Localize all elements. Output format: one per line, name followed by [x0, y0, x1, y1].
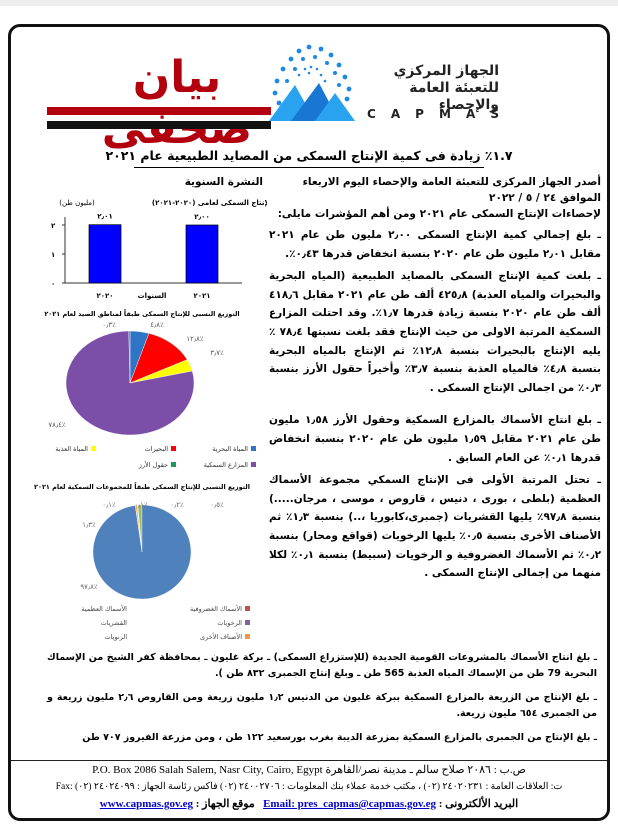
bar-chart-unit: (مليون طن): [59, 199, 95, 207]
legend-label: حقول الأرز: [138, 460, 168, 469]
legend-label: الأسماك الغضروفية: [190, 604, 242, 613]
bar-value-label: ٢٫٠١: [97, 213, 112, 221]
paragraph-shrimp-production: ـ بلغ الإنتاج من الجمبرى بالمزارع السمكي…: [82, 732, 597, 743]
pie-data-label: ٧٨٫٤٪: [48, 421, 66, 429]
capmas-letter: C: [367, 107, 376, 121]
bar-value-label: ٢٫٠٠: [194, 213, 209, 221]
pie-data-label: ١٢٫٨٪: [186, 335, 204, 343]
pie-data-label: ٣٫٧٪: [210, 349, 224, 357]
pie-data-label: ٠٫٣٪: [102, 321, 116, 329]
capmas-letter: A: [465, 107, 476, 121]
capmas-letter: S: [490, 107, 499, 121]
header: بيان صحفى الجهاز المركزي للتعبئة العامة …: [17, 27, 601, 154]
pie-data-label: ٠٫٢٪: [170, 501, 184, 509]
x-tick-label: ٢٠٢١: [193, 292, 210, 300]
y-tick-label: ٠: [51, 280, 55, 288]
intro-line: لإحصاءات الإنتاج السمكى عام ٢٠٢١ ومن أهم…: [277, 208, 601, 220]
pie-data-label: ٠٫١٪: [134, 501, 148, 509]
pie-chart-fish-groups: التوزيع النسبى للإنتاج السمكى طبقاً للمج…: [34, 482, 250, 641]
pie-data-label: ٩٧٫٨٪: [80, 583, 98, 591]
legend-label: القشريات: [101, 619, 128, 627]
y-tick-label: ٢: [51, 222, 56, 230]
legend-label: المزارع السمكية: [204, 461, 249, 469]
paragraph-national-projects: ـ بلغ انتاج الأسماك بالمشروعات القومية ا…: [47, 652, 597, 679]
legend-swatch: [245, 620, 250, 625]
org-name-line2: للتعبئة العامة والإحصاء: [409, 80, 499, 113]
pie-data-label: ٠٫١٪: [102, 501, 116, 509]
legend-label: البحيرات: [145, 445, 169, 453]
legend-label: الأصناف الأخرى: [200, 632, 242, 641]
pie1-title: التوزيع النسبى للإنتاج السمكى طبقاً لمنا…: [44, 309, 239, 318]
legend-label: المياة البحرية: [212, 445, 248, 453]
page-frame: بيان صحفى الجهاز المركزي للتعبئة العامة …: [8, 24, 610, 821]
pie-data-label: ٠٫٥٪: [210, 501, 224, 509]
legend-swatch: [251, 446, 256, 451]
pie-chart-fishing-areas: التوزيع النسبى للإنتاج السمكى طبقاً لمنا…: [44, 309, 256, 469]
black-bar: [47, 121, 271, 129]
footer-divider: [11, 760, 607, 761]
legend-label: الرخويات: [217, 619, 242, 627]
text-column: أصدر الجهاز المركزى للتعبئة العامة والإح…: [269, 174, 601, 583]
paragraph-natural-fisheries: ـ بلغت كمية الإنتاج السمكى بالمصايد الطب…: [269, 270, 601, 394]
paragraph-total-production: ـ بلغ إجمالي كمية الإنتاج السمكى ٢٫٠٠ مل…: [269, 229, 602, 260]
capmas-letter: A: [390, 107, 401, 121]
pie-slice: [92, 504, 192, 600]
org-latin-name: C A P M A S: [367, 107, 499, 121]
org-name: الجهاز المركزي للتعبئة العامة والإحصاء: [361, 63, 499, 114]
capmas-letter: P: [415, 107, 424, 121]
red-bar: [47, 107, 271, 115]
capmas-logo-icon: [269, 44, 355, 121]
x-tick-label: ٢٠٢٠: [96, 292, 113, 300]
legend-swatch: [171, 462, 176, 467]
headline: ١.٧٪ زيادة فى كمية الإنتاج السمكى من الم…: [105, 148, 513, 163]
pie-data-label: ١٫٣٪: [82, 521, 96, 529]
bar-chart: الإنتاج السمكى لعامى (٢٠٢٠-٢٠٢١) (مليون …: [51, 199, 267, 300]
legend-label: الرنويات: [105, 633, 128, 641]
legend-label: الأسماك العظمية: [81, 604, 127, 613]
y-tick-label: ١: [51, 251, 55, 259]
bar-chart-title: الإنتاج السمكى لعامى (٢٠٢٠-٢٠٢١): [152, 199, 267, 207]
headline-underline: [134, 167, 484, 168]
paragraph-fish-farms: ـ بلغ انتاج الأسماك بالمزارع السمكية وحق…: [269, 414, 602, 464]
date-line: أصدر الجهاز المركزى للتعبئة العامة والإح…: [302, 176, 601, 204]
main-columns: النشرة السنوية الإنتاج السمكى لعامى (٢٠٢…: [17, 174, 601, 642]
capmas-letter: M: [439, 107, 451, 121]
legend-swatch: [251, 462, 256, 467]
website-label: موقع الجهاز :: [195, 798, 255, 810]
org-name-line1: الجهاز المركزي: [393, 63, 499, 79]
website-link[interactable]: www.capmas.gov.eg: [99, 798, 193, 810]
legend-swatch: [171, 446, 176, 451]
annual-bulletin-label: النشرة السنوية: [184, 176, 263, 188]
pie-slice: [128, 330, 131, 384]
email-label: البريد الألكترونى :: [438, 798, 519, 810]
top-strip: [0, 0, 618, 6]
footer-address: ص.ب : ٢٠٨٦ صلاح سالم ـ مدينة نصر/القاهرة…: [92, 764, 526, 776]
bar: [88, 224, 122, 284]
charts-column: النشرة السنوية الإنتاج السمكى لعامى (٢٠٢…: [17, 174, 267, 642]
legend-swatch: [245, 606, 250, 611]
footer-phones: ت: العلاقات العامة : ٢٤٠٢٠٢٣١ (٠٢) ، مكت…: [55, 782, 563, 792]
bottom-paragraphs: ـ بلغ انتاج الأسماك بالمشروعات القومية ا…: [17, 650, 601, 746]
bar-chart-xlabel: السنوات: [138, 292, 167, 300]
press-release-title: بيان صحفى: [102, 52, 251, 154]
bar: [185, 224, 219, 284]
legend-swatch: [245, 634, 250, 639]
paragraph-fish-groups: ـ تحتل المرتبة الأولى فى الإنتاج السمكي …: [269, 474, 602, 580]
footer-links: البريد الألكترونى : Email: pres_capmas@c…: [17, 797, 601, 812]
pie2-title: التوزيع النسبى للإنتاج السمكى طبقاً للمج…: [34, 482, 250, 491]
paragraph-fry-production: ـ بلغ الإنتاج من الزريعة بالمزارع السمكي…: [47, 692, 597, 719]
legend-swatch: [91, 446, 96, 451]
pie-data-label: ٤٫٨٪: [150, 321, 164, 329]
email-link[interactable]: Email: pres_capmas@capmas.gov.eg: [263, 798, 436, 810]
legend-label: المياة العذبة: [55, 445, 88, 453]
